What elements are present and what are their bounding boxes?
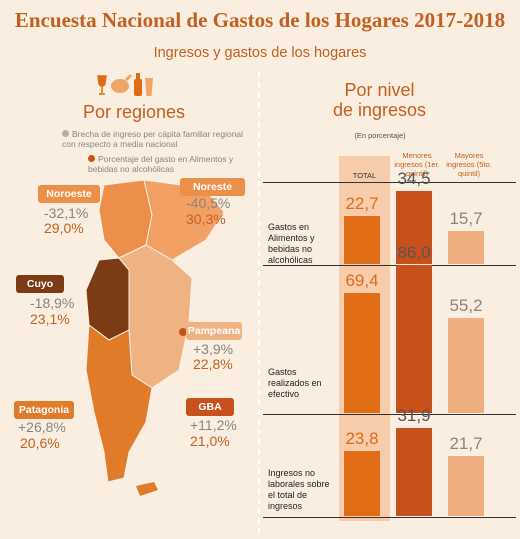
income-section-title: Por nivel de ingresos	[332, 80, 427, 120]
region-food-cuyo: 23,1%	[30, 311, 70, 327]
bar-label-low-1: 86,0	[397, 242, 431, 262]
page-title: Encuesta Nacional de Gastos de los Hogar…	[14, 8, 506, 32]
bar-high-2	[448, 456, 484, 516]
grid-line	[263, 265, 516, 266]
region-tag-pampeana: Pampeana	[186, 322, 242, 340]
bar-low-0	[396, 190, 432, 264]
bar-label-low-0: 34,5	[397, 168, 431, 188]
col-head-high: Mayores ingresos (5to. quintil)	[446, 151, 492, 178]
row-label-food: Gastos en Alimentos y bebidas no alcohól…	[268, 222, 315, 265]
chicken-icon	[111, 73, 133, 93]
region-patagonia-shape	[85, 324, 153, 483]
region-tag-patagonia: Patagonia	[14, 401, 74, 419]
region-tag-gba: GBA	[186, 398, 234, 416]
region-gap-cuyo: -18,9%	[30, 295, 75, 311]
region-gap-gba: +11,2%	[190, 417, 237, 433]
bar-label-low-2: 31,9	[397, 406, 431, 426]
region-tag-cuyo: Cuyo	[16, 275, 64, 293]
bar-label-high-2: 21,7	[449, 434, 483, 454]
grid-line	[263, 414, 516, 415]
bar-label-high-1: 55,2	[449, 295, 483, 315]
income-unit-note: (En porcentaje)	[354, 131, 406, 140]
gap-legend-dot	[62, 130, 69, 137]
region-gap-pampeana: +3,9%	[193, 341, 234, 357]
legend-gap-text: Brecha de ingreso per cápita familiar re…	[62, 129, 244, 149]
bar-label-total-1: 69,4	[345, 271, 379, 291]
legend-food: Porcentaje del gasto en Alimentos y bebi…	[88, 154, 258, 174]
bar-high-0	[448, 230, 484, 264]
region-food-noroeste: 29,0%	[44, 220, 84, 236]
region-gap-noreste: -40,5%	[186, 195, 231, 211]
bar-total-0	[344, 215, 380, 264]
bar-low-1	[396, 264, 432, 413]
region-food-patagonia: 20,6%	[20, 435, 60, 451]
legend-food-text: Porcentaje del gasto en Alimentos y bebi…	[88, 154, 234, 174]
region-tierra-del-fuego-shape	[136, 482, 158, 496]
bar-label-total-0: 22,7	[345, 193, 379, 213]
glass-icon	[145, 78, 153, 96]
region-tag-noroeste: Noroeste	[38, 185, 100, 203]
row-label-cash: Gastos realizados en efectivo	[268, 367, 322, 399]
col-head-total: TOTAL	[352, 171, 377, 180]
region-pampeana-shape	[118, 244, 193, 389]
bar-total-2	[344, 450, 380, 516]
region-gap-noroeste: -32,1%	[44, 205, 89, 221]
bar-label-total-2: 23,8	[345, 428, 379, 448]
region-food-noreste: 30,3%	[186, 211, 226, 227]
bottle-icon	[134, 73, 142, 96]
bar-label-high-0: 15,7	[449, 208, 483, 228]
col-head-low: Menores ingresos (1er. quintil)	[394, 151, 440, 178]
grid-line	[263, 182, 516, 183]
page-subtitle: Ingresos y gastos de los hogares	[153, 45, 367, 61]
region-food-pampeana: 22,8%	[193, 356, 233, 372]
section-divider	[258, 72, 260, 534]
legend-gap: Brecha de ingreso per cápita familiar re…	[62, 129, 252, 149]
region-gap-patagonia: +26,8%	[18, 419, 66, 435]
row-label-nonlabor: Ingresos no laborales sobre el total de …	[268, 468, 330, 511]
wine-icon	[97, 75, 107, 95]
bar-high-1	[448, 317, 484, 413]
grid-line	[263, 517, 516, 518]
bar-total-1	[344, 293, 380, 413]
food-icons	[97, 73, 153, 96]
region-food-gba: 21,0%	[190, 433, 230, 449]
region-gba-shape	[179, 328, 187, 336]
argentina-map	[85, 179, 225, 496]
regions-section-title: Por regiones	[83, 102, 186, 122]
bar-low-2	[396, 428, 432, 516]
region-tag-noreste: Noreste	[180, 178, 245, 196]
food-legend-dot	[88, 155, 95, 162]
